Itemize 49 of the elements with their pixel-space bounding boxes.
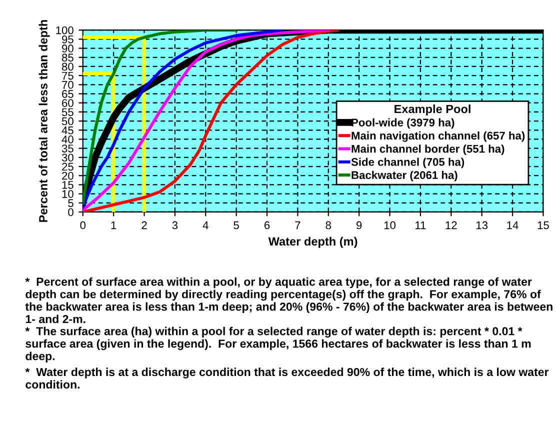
line-series: [82, 30, 284, 208]
y-tick-label: 60: [62, 99, 74, 107]
y-tick-label: 45: [62, 126, 74, 134]
y-tick-label: 0: [68, 208, 74, 216]
x-tick-label: 7: [295, 221, 300, 230]
y-tick-label: 85: [62, 54, 74, 62]
x-axis-title: Water depth (m): [268, 236, 358, 248]
x-tick-label: 5: [234, 221, 239, 230]
legend-label: Backwater (2061 ha): [352, 170, 458, 182]
x-tick-label: 14: [507, 221, 518, 230]
x-tick-label: 12: [446, 221, 457, 230]
y-tick-label: 75: [62, 72, 74, 80]
x-tick-label: 0: [80, 221, 86, 230]
y-tick-label: 55: [62, 108, 74, 116]
y-tick-label: 95: [62, 35, 74, 44]
text: * Water depth is at a discharge condition that is exceeded 90% of the time, which is a low water condition.: [25, 368, 549, 389]
y-tick-label: 40: [62, 136, 74, 144]
y-tick-label: 65: [62, 90, 74, 98]
x-tick-label: 1: [111, 221, 116, 230]
y-tick-label: 20: [62, 172, 74, 180]
x-tick-label: 8: [326, 221, 331, 230]
y-tick-label: 5: [68, 199, 74, 208]
x-tick-label: 9: [356, 221, 362, 230]
y-tick-label: 90: [62, 44, 74, 52]
x-tick-label: 13: [476, 221, 488, 230]
y-tick-label: 100: [56, 26, 74, 34]
y-tick-label: 50: [62, 117, 74, 126]
y-tick-label: 10: [62, 190, 74, 198]
x-tick-label: 6: [264, 221, 270, 230]
x-tick-label: 10: [384, 221, 396, 230]
legend-title: Example Pool: [394, 104, 470, 116]
legend-label: Side channel (705 ha): [351, 158, 464, 168]
line-series: [82, 30, 238, 204]
legend-label: Main navigation channel (657 ha): [352, 131, 525, 142]
x-tick-label: 2: [142, 221, 147, 230]
x-tick-label: 4: [202, 221, 208, 230]
y-axis-title: Percent of total area less than depth: [38, 20, 50, 222]
text: * Percent of surface area within a pool, or by aquatic area type, for a selected range of water depth can be determined by directly reading percentage(s) off the graph. For example, 76% of the backwater area is less than 1-m deep; and 20% (96% - 76%) of the backwater area is between 1- and 2-m.: [25, 277, 552, 324]
y-tick-label: 70: [62, 80, 74, 89]
x-tick-label: 3: [172, 221, 178, 230]
y-tick-label: 25: [62, 162, 74, 171]
x-tick-label: 11: [416, 221, 426, 230]
y-tick-label: 35: [62, 144, 74, 152]
x-tick-label: 15: [538, 221, 549, 230]
y-tick-label: 80: [62, 62, 74, 71]
y-tick-label: 30: [62, 154, 74, 162]
legend-label: Main channel border (551 ha): [352, 144, 504, 155]
text: * The surface area (ha) within a pool for a selected range of water depth is: percent * 0.01 * surface area (given in the legend). For example, 1566 hectares of backwater is less than 1 m deep.: [25, 326, 531, 362]
y-tick-label: 15: [62, 181, 74, 189]
